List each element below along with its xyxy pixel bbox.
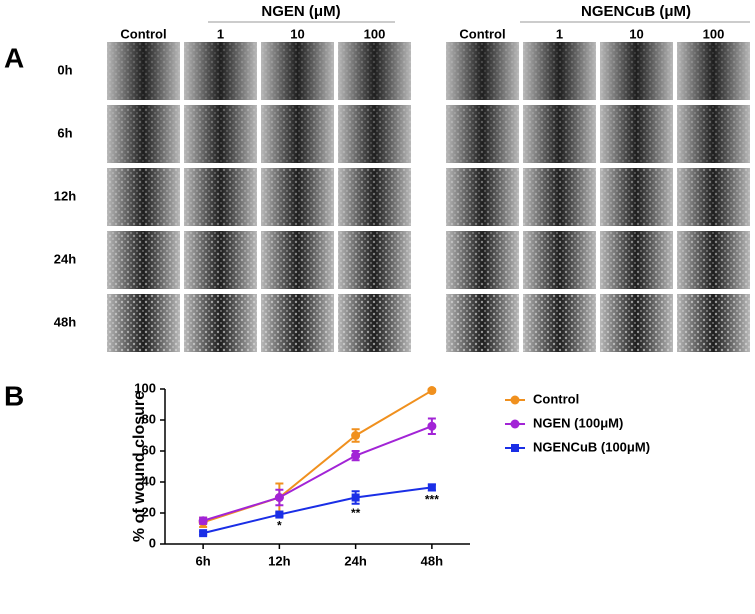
micrograph-texture (677, 294, 750, 352)
row-label: 24h (54, 251, 76, 266)
micrograph-texture (184, 294, 257, 352)
micrograph-texture (184, 42, 257, 100)
micrograph-texture (107, 231, 180, 289)
row-label: 48h (54, 314, 76, 329)
micrograph-texture (338, 231, 411, 289)
series-line (202, 486, 433, 535)
significance-label: ** (351, 506, 361, 520)
micrograph-texture (523, 294, 596, 352)
micrograph-texture (523, 42, 596, 100)
micrograph-texture (677, 105, 750, 163)
x-tick-label: 12h (268, 553, 290, 568)
micrograph-texture (600, 231, 673, 289)
micrograph-texture (600, 105, 673, 163)
micrograph-texture (184, 168, 257, 226)
micrograph-texture (261, 168, 334, 226)
x-tick-label: 48h (421, 553, 443, 568)
micrograph-texture (446, 105, 519, 163)
micrograph-texture (338, 294, 411, 352)
y-tick-label: 80 (142, 411, 156, 426)
data-point (427, 386, 437, 396)
data-point (198, 516, 208, 526)
data-point (351, 431, 361, 440)
micrograph-texture (600, 42, 673, 100)
micrograph-texture (600, 294, 673, 352)
micrograph-texture (261, 105, 334, 163)
column-header: 1 (556, 26, 563, 41)
y-tick-label: 40 (142, 473, 156, 488)
micrograph-texture (677, 231, 750, 289)
micrograph-texture (600, 168, 673, 226)
data-point (427, 483, 436, 492)
micrograph-texture (338, 168, 411, 226)
significance-label: *** (425, 493, 439, 507)
column-header: 10 (629, 26, 643, 41)
y-tick-label: 100 (134, 380, 156, 395)
y-tick-label: 0 (149, 535, 156, 550)
legend-marker (511, 444, 519, 452)
column-header: Control (459, 26, 505, 41)
series-line (202, 425, 433, 522)
micrograph-texture (446, 42, 519, 100)
series-line (202, 389, 433, 524)
data-point (427, 421, 437, 431)
legend-label: NGENCuB (100μM) (533, 439, 650, 454)
column-header: 1 (217, 26, 224, 41)
significance-label: * (277, 518, 282, 532)
y-tick-label: 20 (142, 504, 156, 519)
legend-marker (510, 419, 520, 429)
micrograph-texture (677, 168, 750, 226)
group-title: NGENCuB (μM) (581, 3, 691, 20)
data-point (199, 529, 208, 538)
micrograph-texture (184, 105, 257, 163)
column-header: Control (120, 26, 166, 41)
micrograph-texture (338, 42, 411, 100)
y-axis-label: % of wound closure (131, 391, 148, 542)
legend-label: Control (533, 391, 579, 406)
micrograph-texture (261, 231, 334, 289)
micrograph-texture (446, 294, 519, 352)
column-header: 100 (703, 26, 725, 41)
x-tick-label: 24h (344, 553, 366, 568)
micrograph-texture (107, 168, 180, 226)
x-tick-label: 6h (196, 553, 211, 568)
micrograph-texture (184, 231, 257, 289)
micrograph-texture (523, 231, 596, 289)
group-title: NGEN (μM) (261, 3, 340, 20)
data-point (351, 451, 361, 461)
micrograph-texture (677, 42, 750, 100)
micrograph-texture (261, 294, 334, 352)
micrograph-texture (338, 105, 411, 163)
row-label: 12h (54, 188, 76, 203)
data-point (275, 510, 284, 519)
micrograph-texture (261, 42, 334, 100)
micrograph-texture (446, 168, 519, 226)
micrograph-texture (523, 105, 596, 163)
legend-marker (510, 395, 520, 405)
legend-label: NGEN (100μM) (533, 415, 623, 430)
micrograph-texture (107, 105, 180, 163)
data-point (274, 493, 284, 502)
micrograph-texture (446, 231, 519, 289)
column-header: 10 (290, 26, 304, 41)
row-label: 0h (57, 62, 72, 77)
micrograph-texture (107, 294, 180, 352)
panel-label: A (4, 42, 24, 73)
data-point (351, 493, 360, 502)
column-header: 100 (364, 26, 386, 41)
panel-label: B (4, 380, 24, 411)
micrograph-texture (523, 168, 596, 226)
micrograph-texture (107, 42, 180, 100)
y-tick-label: 60 (142, 442, 156, 457)
row-label: 6h (57, 125, 72, 140)
